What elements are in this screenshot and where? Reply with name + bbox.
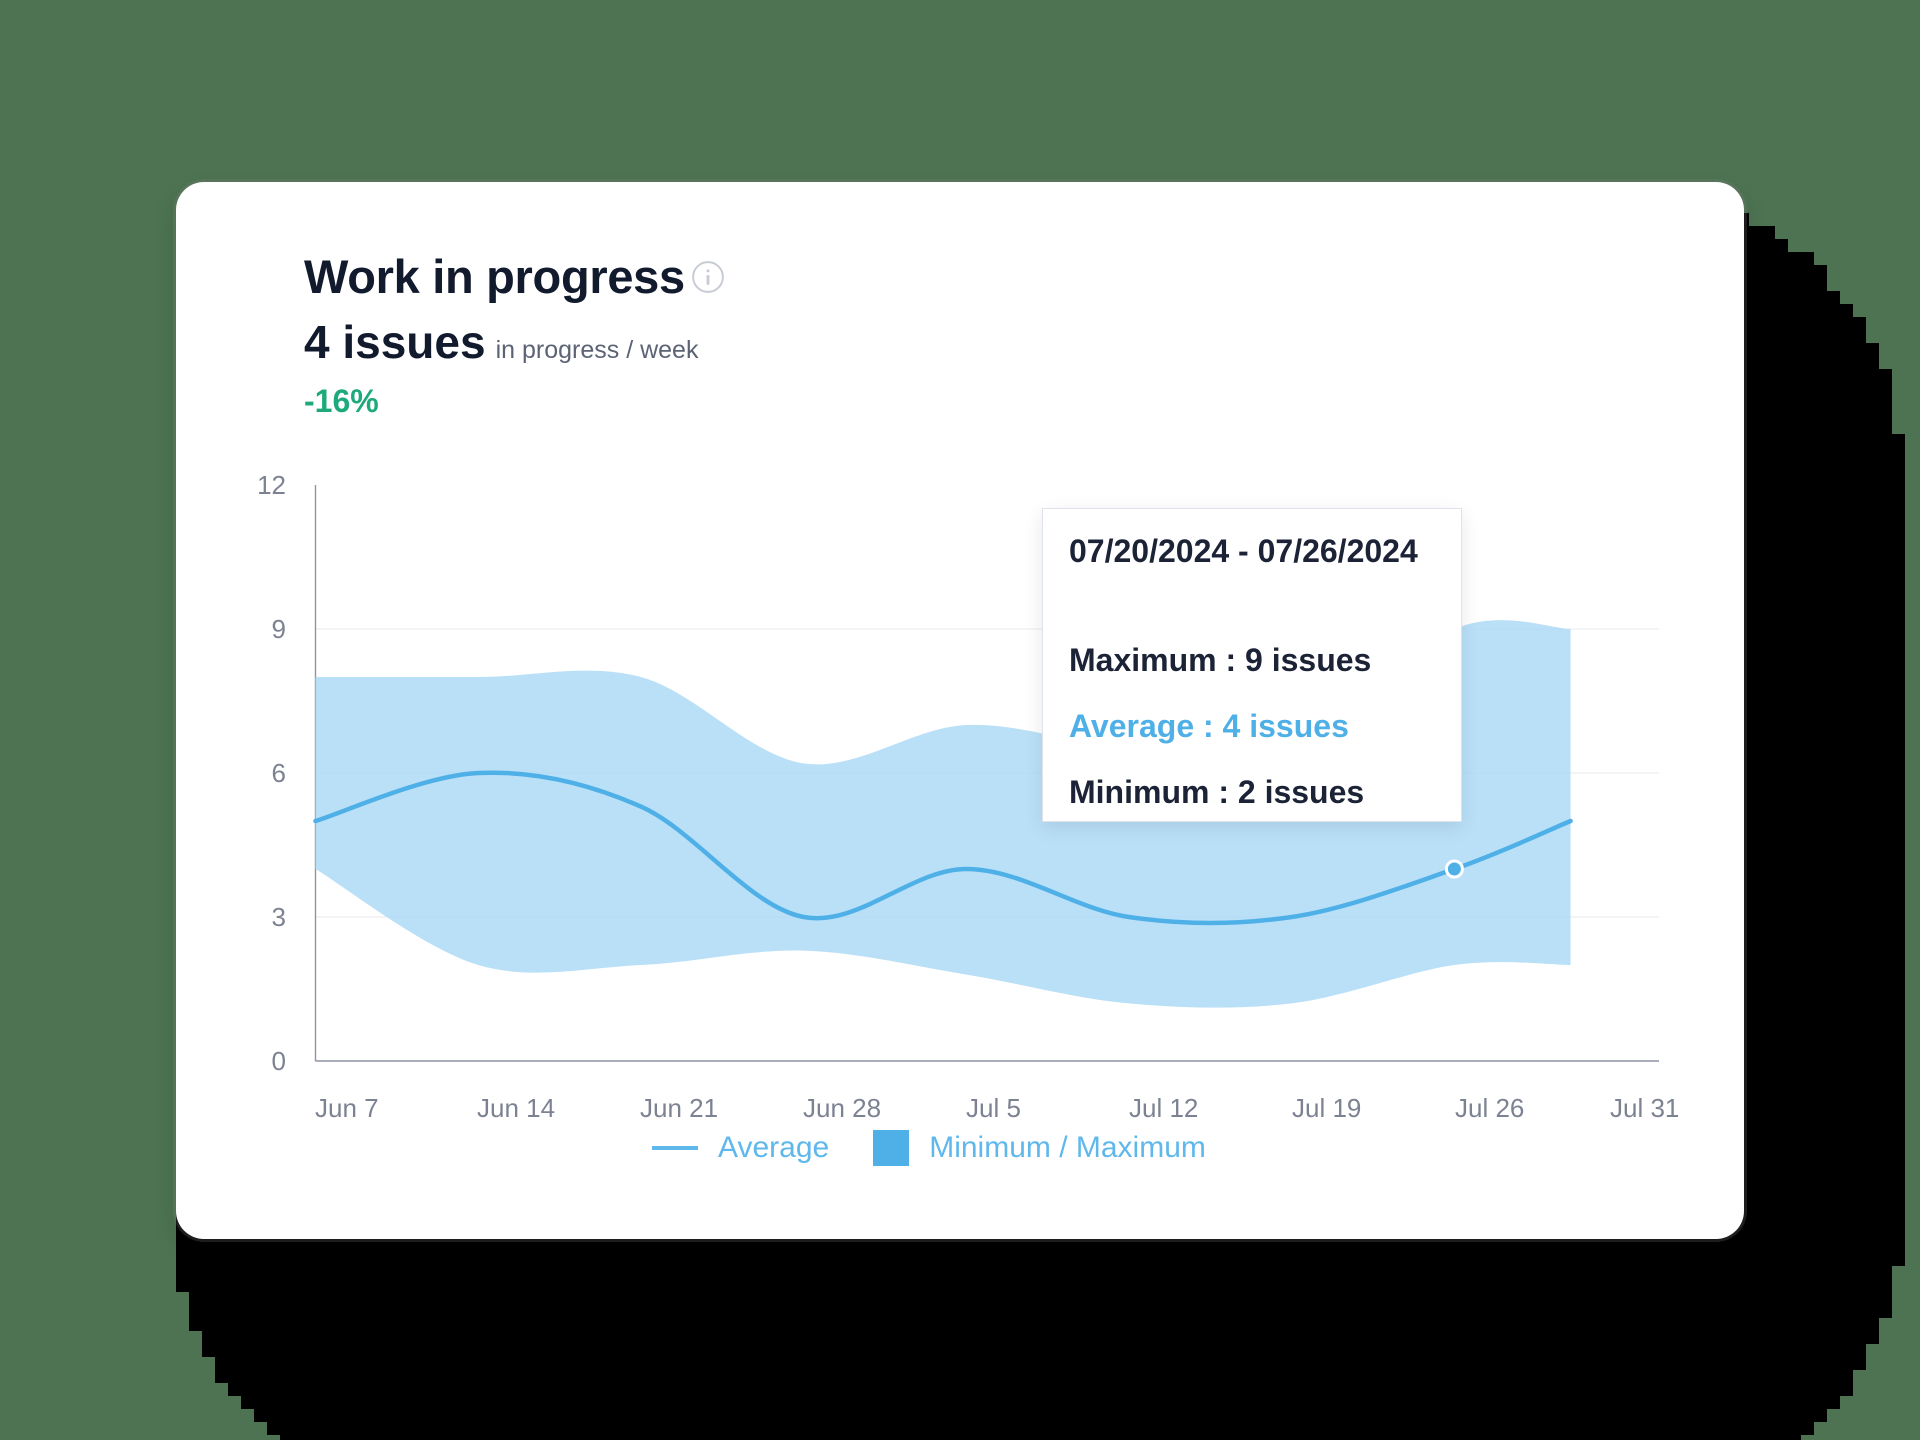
svg-text:Jun 14: Jun 14 (477, 1093, 555, 1123)
svg-text:9: 9 (272, 614, 286, 644)
svg-text:Jul 31: Jul 31 (1610, 1093, 1679, 1123)
svg-text:Jul 19: Jul 19 (1292, 1093, 1361, 1123)
svg-text:Jul 26: Jul 26 (1455, 1093, 1524, 1123)
svg-text:Jun 21: Jun 21 (640, 1093, 718, 1123)
svg-text:Jun 7: Jun 7 (315, 1093, 379, 1123)
svg-text:6: 6 (272, 758, 286, 788)
svg-text:0: 0 (272, 1046, 286, 1076)
svg-text:12: 12 (257, 470, 286, 500)
svg-text:3: 3 (272, 902, 286, 932)
svg-text:Jul 12: Jul 12 (1129, 1093, 1198, 1123)
svg-text:Jul 5: Jul 5 (966, 1093, 1021, 1123)
svg-text:Jun 28: Jun 28 (803, 1093, 881, 1123)
